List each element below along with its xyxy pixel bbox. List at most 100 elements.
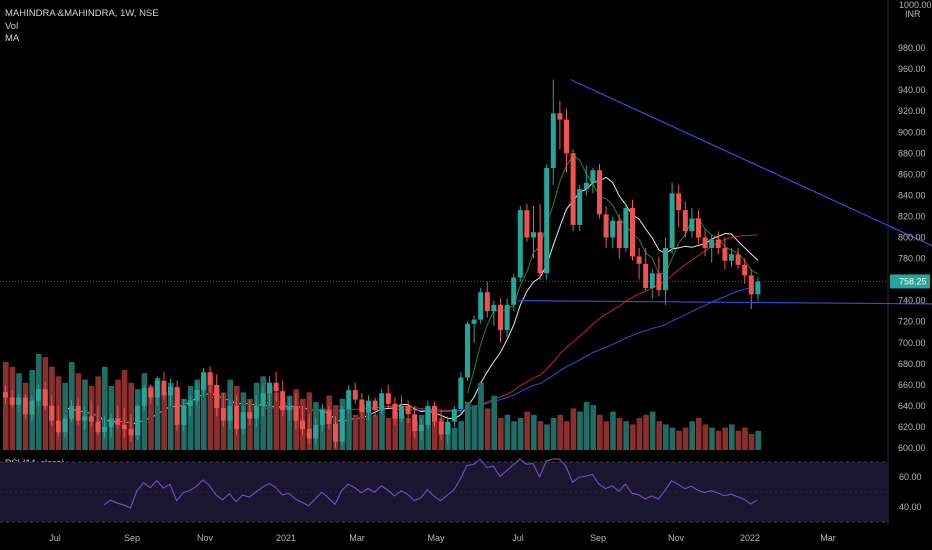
candle[interactable] (3, 384, 8, 404)
candle[interactable] (491, 300, 497, 326)
time-axis[interactable]: Jul Sep Nov 2021 Mar May Jul Sep Nov 2022 Mar (49, 533, 836, 543)
candle[interactable] (82, 405, 88, 430)
candle[interactable] (379, 389, 385, 415)
candle[interactable] (306, 414, 312, 444)
candle[interactable] (550, 79, 556, 185)
candle[interactable] (425, 400, 431, 430)
candle[interactable] (253, 395, 259, 427)
candle[interactable] (359, 393, 365, 419)
candle[interactable] (392, 397, 398, 425)
candle[interactable] (220, 393, 226, 427)
candle[interactable] (570, 149, 576, 232)
candle[interactable] (689, 208, 695, 238)
candle[interactable] (465, 321, 470, 381)
candle[interactable] (201, 368, 206, 396)
candle[interactable] (148, 384, 154, 404)
candle[interactable] (293, 393, 299, 430)
candle[interactable] (610, 216, 616, 249)
candle[interactable] (286, 397, 292, 421)
candle[interactable] (273, 372, 279, 402)
candle[interactable] (128, 414, 134, 442)
candle[interactable] (577, 184, 583, 232)
candle[interactable] (458, 372, 464, 415)
candle[interactable] (676, 184, 682, 227)
candle[interactable] (121, 408, 127, 438)
candle[interactable] (22, 394, 28, 419)
candle[interactable] (722, 237, 728, 270)
candle[interactable] (445, 416, 451, 444)
candle[interactable] (234, 395, 239, 436)
trendline-layer[interactable] (517, 79, 932, 305)
candle[interactable] (623, 203, 629, 253)
candle[interactable] (412, 405, 418, 438)
candle[interactable] (702, 229, 708, 257)
candle[interactable] (42, 381, 48, 411)
candle[interactable] (16, 393, 22, 413)
candle[interactable] (544, 163, 550, 280)
candle[interactable] (517, 205, 523, 282)
candle[interactable] (260, 384, 266, 417)
candle[interactable] (247, 399, 253, 425)
candle[interactable] (451, 405, 457, 427)
candle[interactable] (267, 376, 272, 406)
candle[interactable] (524, 203, 530, 242)
candle[interactable] (504, 298, 510, 337)
candle[interactable] (227, 399, 233, 430)
candle[interactable] (352, 382, 358, 404)
candle[interactable] (636, 248, 642, 280)
candle[interactable] (432, 401, 437, 427)
candle[interactable] (135, 403, 140, 440)
candle[interactable] (346, 384, 352, 415)
candle[interactable] (214, 374, 220, 417)
candle[interactable] (240, 405, 246, 434)
candle[interactable] (742, 258, 748, 284)
candle[interactable] (319, 403, 325, 432)
candle[interactable] (649, 269, 655, 299)
candle[interactable] (399, 395, 404, 423)
candle[interactable] (280, 380, 286, 417)
candle[interactable] (95, 405, 101, 436)
candle[interactable] (498, 298, 503, 343)
candle[interactable] (669, 182, 675, 255)
candle[interactable] (537, 203, 543, 280)
candle[interactable] (682, 201, 688, 238)
candle[interactable] (478, 288, 484, 324)
volume-indicator-label[interactable]: Vol (5, 21, 19, 32)
candle[interactable] (115, 405, 121, 430)
candle[interactable] (154, 376, 160, 406)
candle[interactable] (55, 405, 61, 437)
candle[interactable] (181, 399, 187, 432)
candle[interactable] (339, 405, 345, 446)
candle[interactable] (187, 395, 193, 417)
candle[interactable] (75, 397, 81, 425)
candle[interactable] (9, 390, 15, 409)
candle[interactable] (405, 400, 411, 423)
candle[interactable] (366, 395, 371, 421)
candle[interactable] (333, 416, 338, 448)
candle[interactable] (755, 277, 761, 301)
candle[interactable] (36, 384, 41, 406)
trendline[interactable] (517, 300, 932, 305)
candle[interactable] (564, 109, 569, 173)
candle[interactable] (484, 281, 490, 318)
candle[interactable] (372, 397, 378, 417)
candle[interactable] (88, 400, 94, 427)
candle[interactable] (696, 210, 701, 244)
candle[interactable] (715, 231, 721, 255)
candle[interactable] (168, 378, 173, 406)
candle[interactable] (643, 248, 649, 291)
candle[interactable] (597, 163, 602, 219)
candle[interactable] (471, 315, 477, 343)
price-axis[interactable]: 1000.00 INR 980.00 960.00 940.00 920.00 900.… (890, 0, 932, 453)
candle[interactable] (141, 384, 147, 411)
candle[interactable] (49, 395, 55, 426)
candle[interactable] (603, 205, 609, 249)
candle[interactable] (583, 165, 589, 196)
candle[interactable] (62, 414, 68, 438)
candle[interactable] (590, 168, 596, 194)
candle[interactable] (174, 380, 180, 432)
candle[interactable] (663, 237, 668, 305)
candle[interactable] (102, 416, 107, 438)
candle[interactable] (729, 248, 734, 267)
candle[interactable] (735, 248, 741, 270)
